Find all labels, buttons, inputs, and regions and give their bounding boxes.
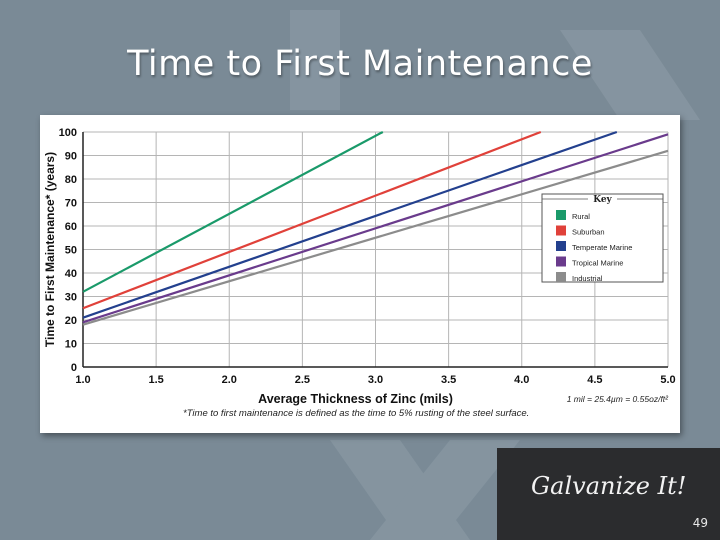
y-tick-label: 10 [65,339,77,351]
legend-swatch [556,241,566,251]
slide-title: Time to First Maintenance [127,44,593,84]
x-tick-label: 4.0 [514,374,529,386]
x-tick-label: 1.5 [148,374,163,386]
legend-label: Temperate Marine [572,243,632,252]
legend-title: Key [593,195,612,205]
legend-label: Tropical Marine [572,259,623,268]
x-axis-label: Average Thickness of Zinc (mils) [258,392,453,406]
x-tick-label: 5.0 [660,374,675,386]
y-tick-label: 80 [65,174,77,186]
legend-swatch [556,256,566,267]
x-tick-label: 2.0 [222,374,237,386]
legend-box [541,193,664,283]
x-tick-label: 4.5 [587,374,602,386]
series-line [82,149,669,326]
brand-logo-text: Galvanize It! [531,472,687,500]
y-tick-label: 30 [65,292,77,304]
y-tick-label: 40 [65,268,77,280]
footnote: *Time to first maintenance is defined as… [183,408,529,419]
chart-card: 0 10 20 30 40 50 60 70 80 90 100 1.0 1.5 2.0 2.5 3.0 3.5… [40,115,680,433]
y-axis-label: Time to First Maintenance* (years) [43,152,57,347]
x-tick-label: 3.0 [368,374,383,386]
y-tick-label: 20 [65,315,77,327]
series-line [82,130,542,310]
legend-label: Suburban [572,228,605,237]
page-number: 49 [692,516,708,530]
series-line [82,131,384,293]
y-tick-label: 70 [65,198,77,210]
x-tick-label: 3.5 [441,374,456,386]
legend-label: Industrial [572,274,603,283]
x-tick-label: 1.0 [75,374,90,386]
legend-swatch [556,225,566,236]
y-tick-label: 50 [65,245,77,257]
series-line [82,130,618,319]
y-tick-label: 100 [59,127,77,139]
y-tick-label: 90 [65,151,77,163]
brand-box: Galvanize It! 49 [497,448,720,540]
legend-label: Rural [572,212,590,221]
series-line [82,133,669,324]
legend-swatch [556,210,566,220]
x-tick-label: 2.5 [295,374,310,386]
legend-swatch [556,272,566,282]
conversion-note: 1 mil = 25.4µm = 0.55oz/ft² [567,394,669,404]
y-tick-label: 60 [65,221,77,233]
chart: 0 10 20 30 40 50 60 70 80 90 100 1.0 1.5 2.0 2.5 3.0 3.5… [43,127,676,419]
y-tick-label: 0 [71,362,77,374]
